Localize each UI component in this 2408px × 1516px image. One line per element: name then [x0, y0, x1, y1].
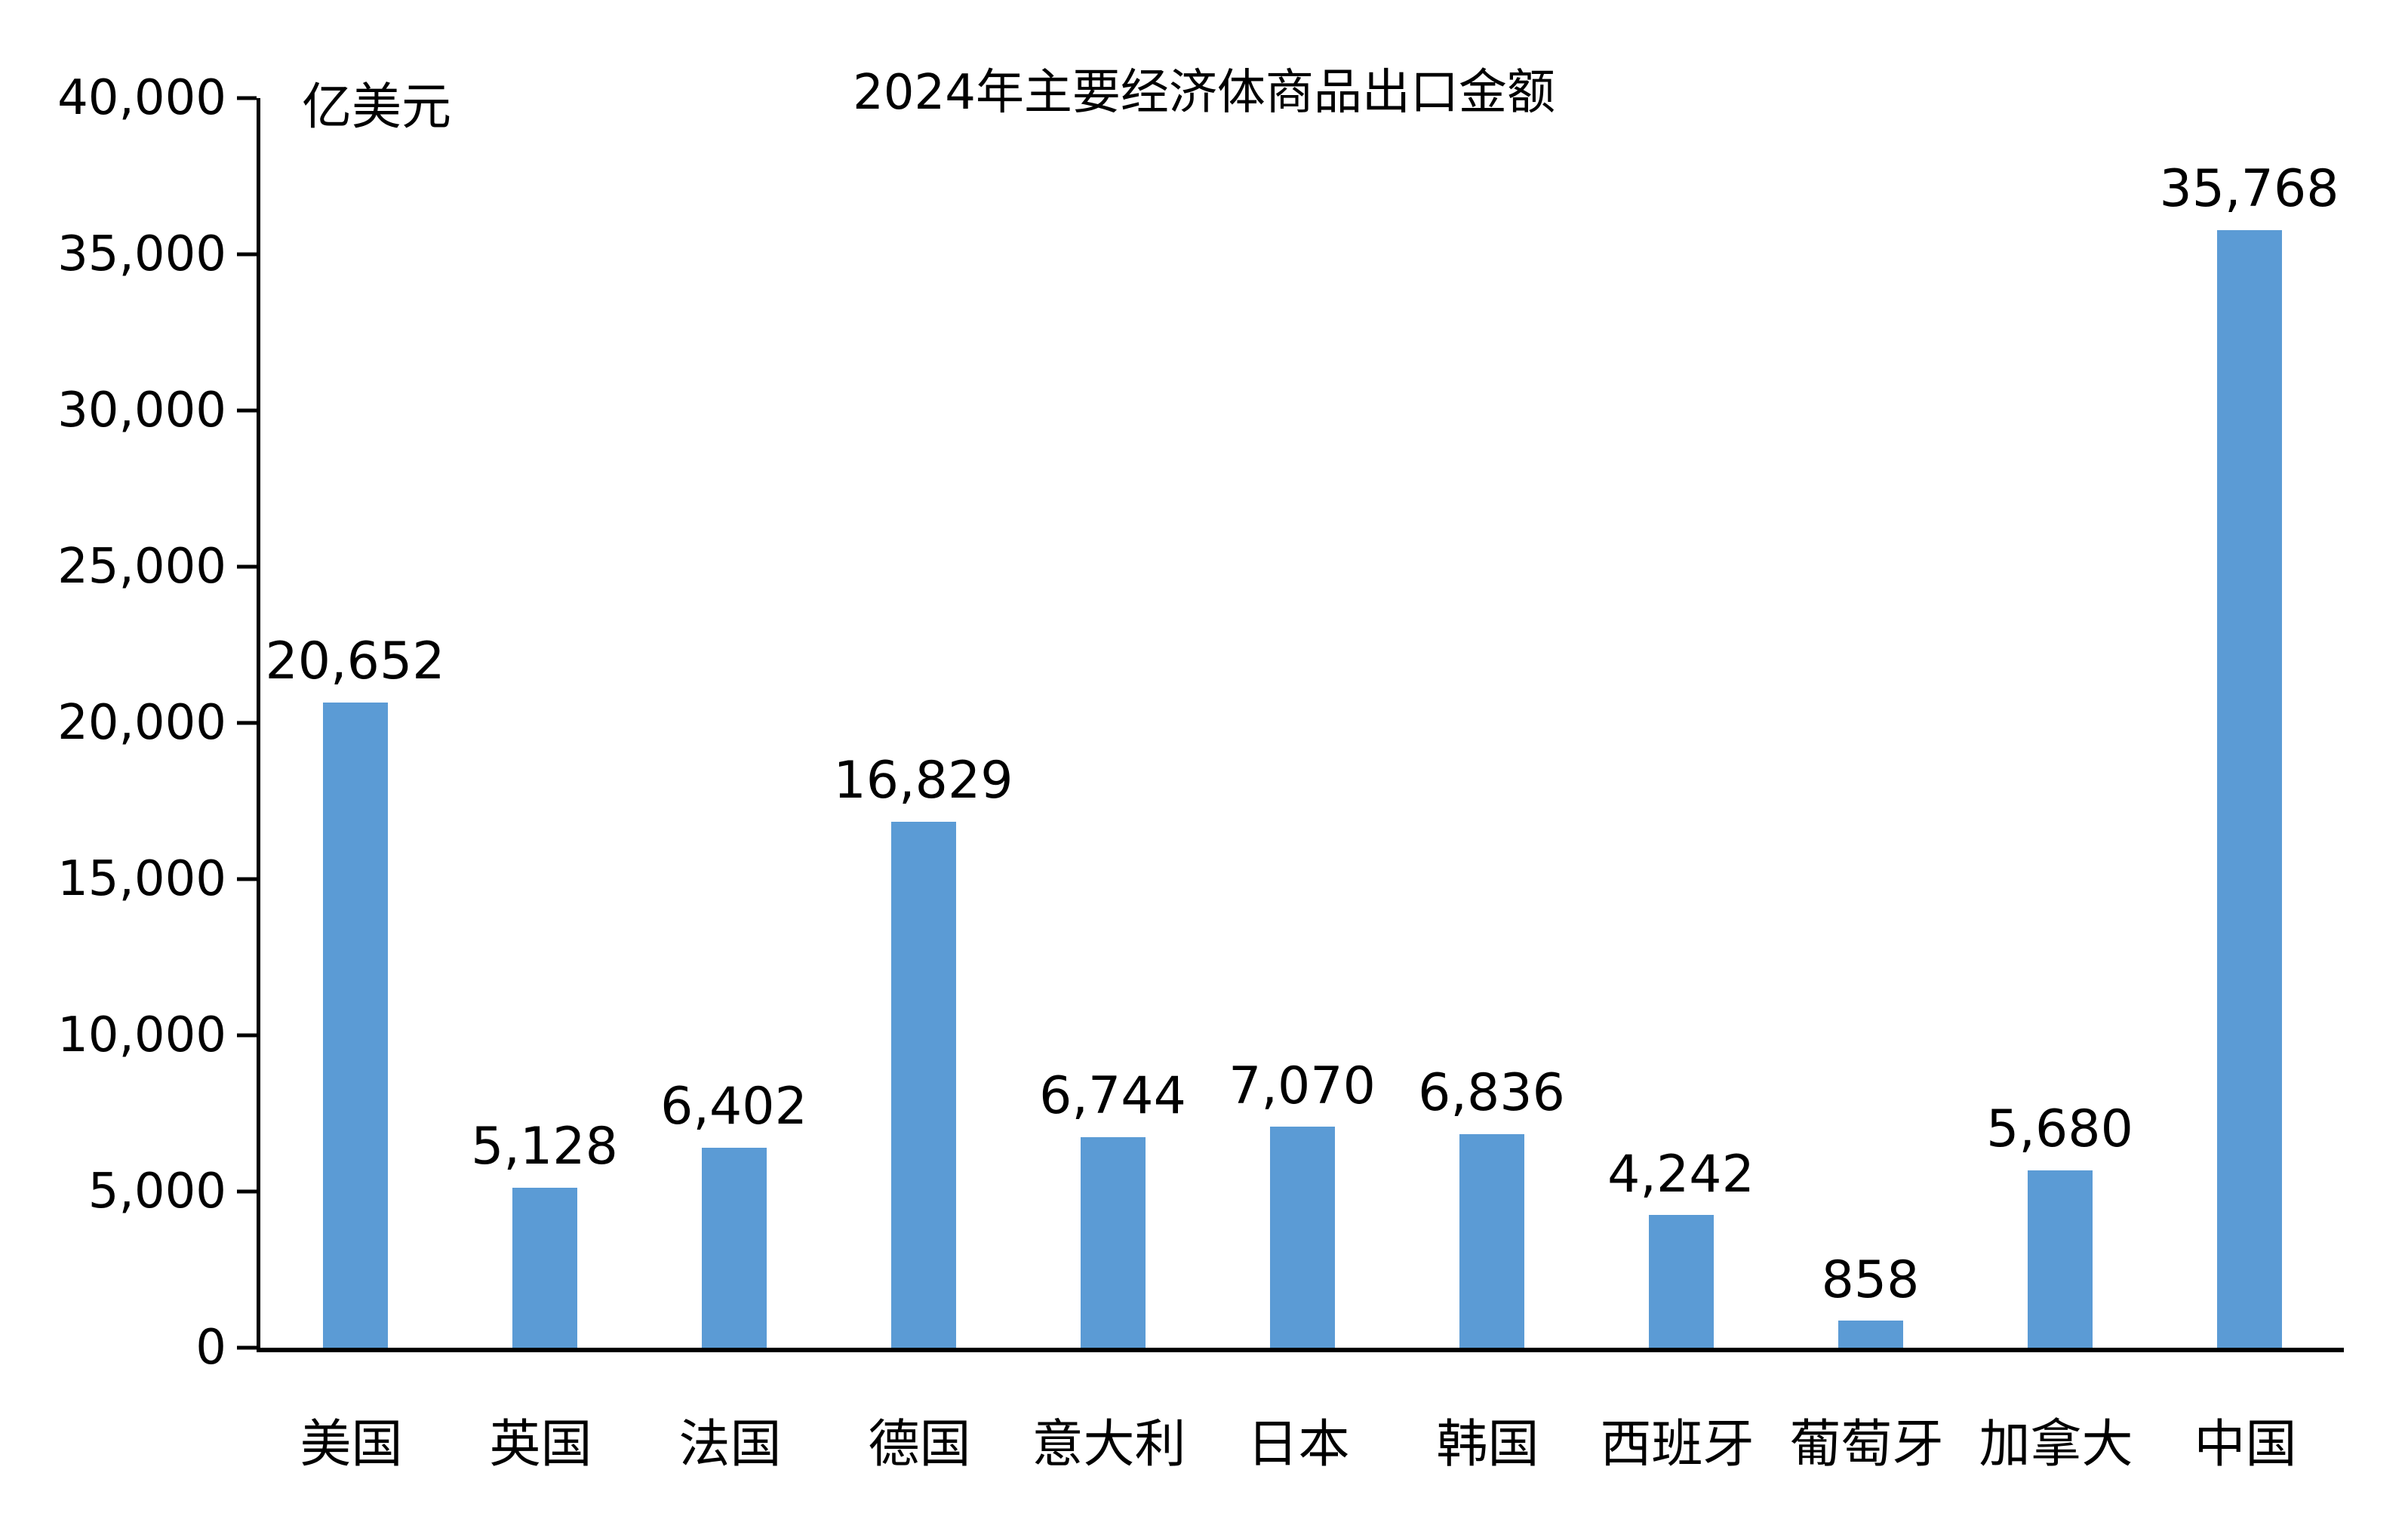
bar-slot: 6,402: [639, 98, 829, 1348]
category-label: 西班牙: [1600, 1415, 1754, 1474]
category-label: 德国: [868, 1415, 971, 1474]
bar-value-label: 7,070: [1229, 1056, 1376, 1116]
y-axis-tick-mark: [237, 1189, 257, 1194]
bar-slot: 5,680: [1965, 98, 2154, 1348]
bar: [512, 1187, 577, 1348]
x-axis-labels: 美国 英国 法国 德国 意大利 日本 韩国 西班牙 葡萄牙 加拿大 中国: [257, 1385, 2340, 1474]
bar-slot: 16,829: [829, 98, 1018, 1348]
y-axis-unit-label: 亿美元: [302, 78, 451, 136]
bar: [1269, 1127, 1335, 1348]
bar: [1648, 1215, 1714, 1348]
bar-value-label: 6,744: [1039, 1066, 1186, 1127]
bar-slot: 5,128: [450, 98, 639, 1348]
y-axis-tick-mark: [237, 408, 257, 413]
y-axis-tick-mark: [237, 1345, 257, 1350]
bar-slot: 20,652: [260, 98, 450, 1348]
category-label: 加拿大: [1979, 1415, 2133, 1474]
bar: [701, 1147, 767, 1348]
bar-value-label: 858: [1821, 1250, 1920, 1310]
y-axis-tick-mark: [237, 721, 257, 725]
y-axis-tick-mark: [237, 877, 257, 881]
category-label: 韩国: [1436, 1415, 1539, 1474]
y-axis-tick-label: 5,000: [88, 1164, 226, 1219]
y-axis-tick-mark: [237, 96, 257, 100]
y-axis-tick-label: 15,000: [57, 851, 226, 907]
bar: [1459, 1134, 1524, 1348]
y-axis-tick-label: 25,000: [57, 539, 226, 595]
bar-value-label: 5,128: [471, 1116, 618, 1176]
y-axis-tick-mark: [237, 564, 257, 569]
y-axis-tick-label: 10,000: [57, 1007, 226, 1063]
y-axis-labels: 0 5,000 10,000 15,000 20,000 25,000 30,000 35,0…: [0, 74, 226, 1372]
bar-value-label: 6,836: [1418, 1063, 1565, 1124]
y-axis-tick-mark: [237, 252, 257, 257]
y-axis-tick-label: 20,000: [57, 695, 226, 751]
bar-value-label: 6,402: [660, 1077, 807, 1137]
bar-slot: 858: [1776, 98, 1965, 1348]
bar: [2027, 1170, 2093, 1348]
bar-slot: 7,070: [1207, 98, 1397, 1348]
bar-value-label: 16,829: [833, 751, 1013, 811]
y-axis-tick-label: 30,000: [57, 383, 226, 438]
y-axis-tick-mark: [237, 1033, 257, 1038]
bar: [2216, 230, 2282, 1348]
plot-area: 20,652 5,128 6,402 16,829 6,744 7,070 6,836 4,2…: [237, 96, 2344, 1352]
bar-value-label: 35,768: [2159, 159, 2339, 220]
bar-slot: 6,836: [1397, 98, 1586, 1348]
bar: [1080, 1136, 1146, 1348]
category-label: 葡萄牙: [1789, 1415, 1944, 1474]
category-label: 法国: [678, 1415, 782, 1474]
bar-value-label: 4,242: [1607, 1144, 1754, 1204]
bar: [1838, 1321, 1903, 1348]
bar: [322, 703, 388, 1348]
bar-value-label: 20,652: [265, 632, 445, 692]
bar-slot: 4,242: [1586, 98, 1776, 1348]
category-label: 中国: [2194, 1415, 2297, 1474]
bar-slot: 6,744: [1018, 98, 1207, 1348]
y-axis-tick-label: 40,000: [57, 70, 226, 126]
category-label: 英国: [489, 1415, 592, 1474]
bar-slot: 35,768: [2154, 98, 2344, 1348]
bar: [890, 822, 956, 1348]
category-label: 日本: [1247, 1415, 1350, 1474]
bar-value-label: 5,680: [1986, 1099, 2133, 1160]
chart-title: 2024年主要经济体商品出口金额: [853, 65, 1555, 121]
category-label: 意大利: [1032, 1415, 1186, 1474]
y-axis-tick-label: 35,000: [57, 226, 226, 282]
category-label: 美国: [300, 1415, 403, 1474]
y-axis-tick-label: 0: [195, 1320, 226, 1376]
